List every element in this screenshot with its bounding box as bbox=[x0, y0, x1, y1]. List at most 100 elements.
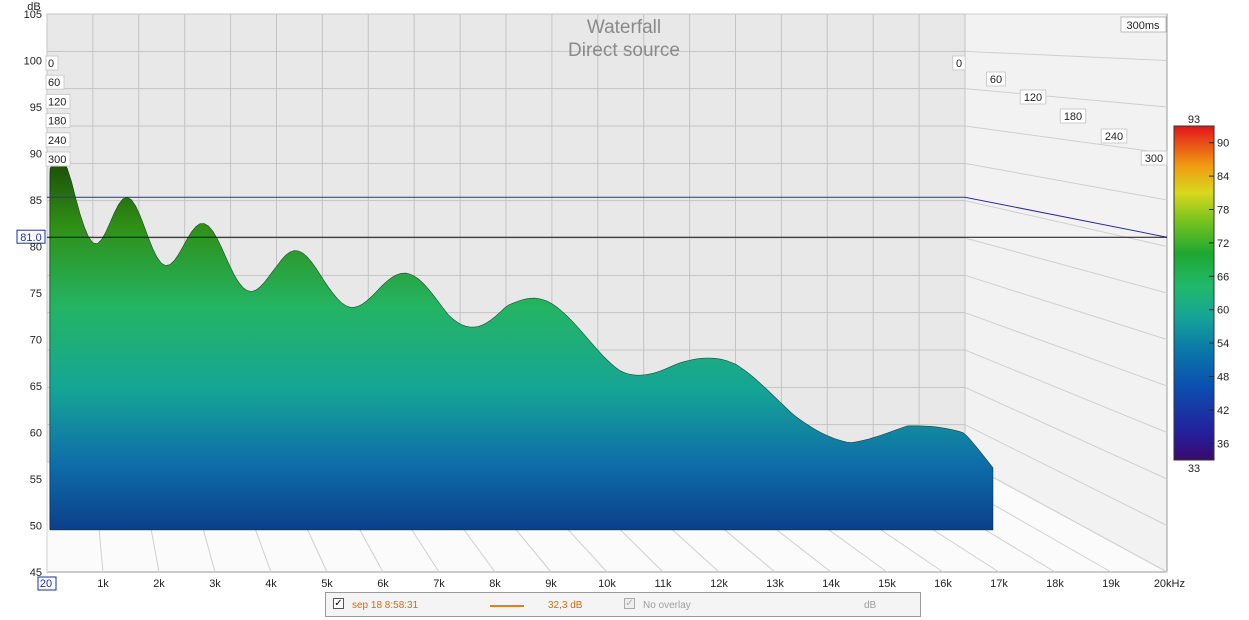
time-tick-right: 300 bbox=[1145, 153, 1163, 165]
y-tick-label: 45 bbox=[30, 567, 42, 579]
x-tick-label: 2k bbox=[153, 578, 165, 590]
colorbar-tick-label: 78 bbox=[1217, 205, 1229, 217]
grid-line-db-side bbox=[964, 125, 1168, 154]
reference-line bbox=[47, 196, 1168, 238]
colorbar-min-label: 33 bbox=[1188, 463, 1200, 475]
x-tick-label: 4k bbox=[265, 578, 277, 590]
x-tick-label: 16k bbox=[934, 578, 952, 590]
time-tick-box bbox=[45, 113, 71, 129]
grid-line-db-side bbox=[964, 88, 1168, 108]
y-tick-label: 50 bbox=[30, 521, 42, 533]
measurement-value: 32,3 dB bbox=[548, 600, 583, 611]
colorbar-max-label: 93 bbox=[1188, 114, 1200, 126]
time-tick-box bbox=[45, 55, 59, 71]
side-wall bbox=[965, 14, 1167, 572]
x-tick-label: 20kHz bbox=[1154, 578, 1185, 590]
chart-subtitle: Direct source bbox=[568, 40, 680, 61]
x-tick-label: 13k bbox=[766, 578, 784, 590]
colorbar-tick-label: 72 bbox=[1217, 238, 1229, 250]
cursor-value: 81.0 bbox=[20, 232, 41, 244]
grid-line-db-side bbox=[964, 349, 1168, 433]
x-tick-label: 1k bbox=[97, 578, 109, 590]
time-tick-box bbox=[1140, 150, 1168, 166]
colorbar bbox=[1173, 125, 1215, 461]
time-tick-box bbox=[45, 151, 71, 167]
time-tick-left: 0 bbox=[48, 58, 54, 70]
x-tick-label: 8k bbox=[489, 578, 501, 590]
legend-unit: dB bbox=[864, 600, 877, 611]
y-tick-label: 65 bbox=[30, 381, 42, 393]
overlay-checkbox[interactable]: ✓ bbox=[624, 598, 635, 609]
x-tick-label: 9k bbox=[545, 578, 557, 590]
waterfall-slice bbox=[49, 157, 994, 531]
time-tick-right: 240 bbox=[1105, 131, 1123, 143]
time-tick-left: 300 bbox=[48, 154, 66, 166]
grid-line-db-side bbox=[964, 424, 1168, 526]
time-tick-right: 60 bbox=[990, 74, 1002, 86]
x-tick-label: 17k bbox=[990, 578, 1008, 590]
x-tick-label: 3k bbox=[209, 578, 221, 590]
x-tick-label: 11k bbox=[655, 578, 672, 590]
x-tick-label: 19k bbox=[1102, 578, 1120, 590]
y-tick-label: 90 bbox=[30, 149, 42, 161]
time-window-label: 300ms bbox=[1126, 20, 1160, 32]
colorbar-tick-label: 84 bbox=[1217, 171, 1229, 183]
time-tick-left: 120 bbox=[48, 96, 66, 108]
colorbar-tick-label: 48 bbox=[1217, 372, 1229, 384]
x-tick-label: 5k bbox=[321, 578, 333, 590]
time-tick-right: 0 bbox=[956, 58, 962, 70]
y-tick-label: 75 bbox=[30, 288, 42, 300]
y-tick-label: 100 bbox=[24, 56, 42, 68]
y-tick-label: 85 bbox=[30, 195, 42, 207]
time-tick-box bbox=[45, 132, 71, 148]
y-tick-label: 55 bbox=[30, 474, 42, 486]
time-tick-box bbox=[1059, 108, 1087, 124]
grid-line-db-side bbox=[964, 386, 1168, 480]
colorbar-tick-label: 90 bbox=[1217, 138, 1229, 150]
x-tick-label: 20 bbox=[40, 578, 52, 590]
measurement-checkbox[interactable]: ✓ bbox=[333, 598, 344, 609]
y-tick-label: 105 bbox=[24, 9, 42, 21]
time-tick-right: 180 bbox=[1064, 111, 1082, 123]
chart-title: Waterfall bbox=[587, 17, 661, 38]
x-tick-label: 12k bbox=[710, 578, 728, 590]
grid-line-freq-floor bbox=[964, 461, 1168, 573]
x-tick-label: 10k bbox=[598, 578, 616, 590]
time-tick-box bbox=[1019, 89, 1047, 105]
colorbar-tick-label: 66 bbox=[1217, 271, 1229, 283]
grid-line-db-side bbox=[964, 274, 1168, 340]
overlay-label: No overlay bbox=[643, 600, 691, 611]
legend-bar: ✓ sep 18 8:58:31 32,3 dB ✓ No overlay dB bbox=[325, 592, 921, 617]
time-tick-left: 240 bbox=[48, 135, 66, 147]
grid-line-db-side bbox=[964, 200, 1168, 247]
time-tick-box bbox=[952, 55, 966, 71]
y-tick-label: 70 bbox=[30, 335, 42, 347]
colorbar-tick-label: 54 bbox=[1217, 338, 1229, 350]
y-axis-label: dB bbox=[27, 1, 40, 13]
y-tick-label: 95 bbox=[30, 102, 42, 114]
y-tick-label: 60 bbox=[30, 428, 42, 440]
x-cursor-box bbox=[37, 576, 57, 591]
time-tick-box bbox=[45, 74, 65, 90]
time-tick-box bbox=[45, 93, 71, 109]
measurement-name[interactable]: sep 18 8:58:31 bbox=[352, 600, 419, 611]
time-tick-left: 180 bbox=[48, 116, 66, 128]
time-tick-box bbox=[1100, 128, 1128, 144]
grid-line-db-side bbox=[964, 50, 1168, 61]
y-tick-label: 80 bbox=[30, 242, 42, 254]
time-tick-box bbox=[986, 71, 1006, 87]
x-tick-label: 14k bbox=[822, 578, 840, 590]
cursor-value-box bbox=[16, 229, 46, 244]
colorbar-tick-label: 60 bbox=[1217, 305, 1229, 317]
time-tick-right: 120 bbox=[1024, 92, 1042, 104]
x-tick-label: 6k bbox=[377, 578, 389, 590]
colorbar-tick-label: 42 bbox=[1217, 405, 1229, 417]
time-window-box bbox=[1120, 16, 1167, 33]
grid-line-db-side bbox=[964, 162, 1168, 201]
grid-line-db-side bbox=[964, 312, 1168, 387]
x-tick-label: 18k bbox=[1046, 578, 1064, 590]
x-tick-label: 15k bbox=[878, 578, 896, 590]
colorbar-tick-label: 36 bbox=[1217, 438, 1229, 450]
time-tick-left: 60 bbox=[48, 77, 60, 89]
